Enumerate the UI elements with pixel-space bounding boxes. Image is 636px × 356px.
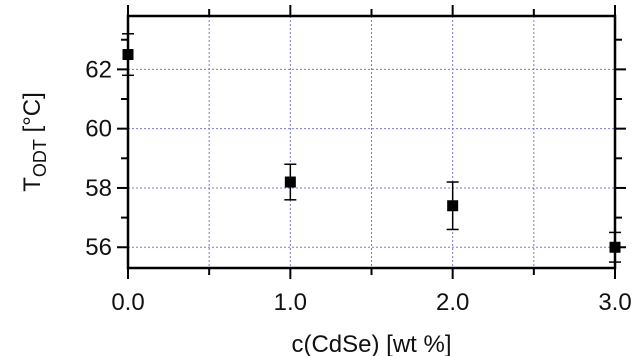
y-tick-label: 62 <box>85 56 112 83</box>
x-tick-label: 0.0 <box>111 289 144 316</box>
data-point-marker <box>447 200 459 212</box>
x-tick-label: 3.0 <box>598 289 631 316</box>
y-axis-label: TODT [°C] <box>19 92 50 192</box>
y-tick-label: 58 <box>85 175 112 202</box>
y-axis-label-main: T <box>19 177 46 192</box>
y-tick-label: 56 <box>85 234 112 261</box>
x-tick-label: 2.0 <box>436 289 469 316</box>
y-axis-label-subscript: ODT <box>30 139 50 177</box>
y-axis-label-unit: [°C] <box>19 92 46 139</box>
tick-labels: 0.0 1.0 2.0 3.0 56 58 60 62 <box>85 56 631 316</box>
data-point-marker <box>609 241 621 253</box>
grid-lines <box>128 16 615 268</box>
data-point-marker <box>284 176 296 188</box>
data-points <box>122 33 621 263</box>
x-axis-label: c(CdSe) [wt %] <box>291 331 451 356</box>
data-point-marker <box>122 49 134 61</box>
x-tick-label: 1.0 <box>274 289 307 316</box>
y-tick-label: 60 <box>85 116 112 143</box>
